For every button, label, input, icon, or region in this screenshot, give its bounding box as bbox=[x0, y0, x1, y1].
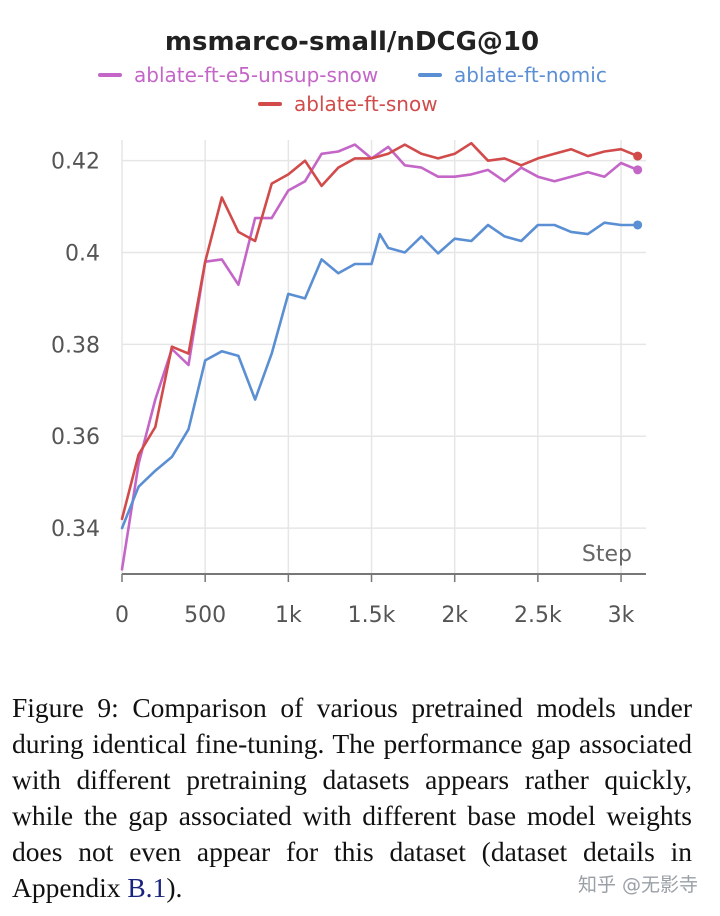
series-end-marker-ablate-ft-snow bbox=[633, 151, 643, 161]
legend: ablate-ft-e5-unsup-snow ablate-ft-nomic ab… bbox=[98, 63, 607, 116]
y-tick-label: 0.34 bbox=[51, 517, 100, 542]
series-end-marker-ablate-ft-nomic bbox=[633, 220, 643, 230]
x-tick-label: 1.5k bbox=[348, 603, 396, 628]
x-tick-label: 1k bbox=[275, 603, 302, 628]
chart-title: msmarco-small/nDCG@10 bbox=[165, 27, 539, 57]
legend-label-ablate-ft-e5-unsup-snow: ablate-ft-e5-unsup-snow bbox=[134, 63, 378, 87]
appendix-link[interactable]: B.1 bbox=[127, 872, 167, 903]
axes: 0.34 0.36 0.38 0.4 0.42 0 500 1k 1.5k 2k 2.5k 3k bbox=[51, 150, 646, 628]
legend-label-ablate-ft-snow: ablate-ft-snow bbox=[294, 92, 438, 116]
grid-lines bbox=[121, 140, 646, 574]
legend-label-ablate-ft-nomic: ablate-ft-nomic bbox=[454, 63, 607, 87]
y-tick-label: 0.4 bbox=[65, 242, 100, 267]
series-lines bbox=[120, 141, 643, 571]
y-tick-label: 0.36 bbox=[51, 425, 100, 450]
caption-text: Figure 9: Comparison of various pretrain… bbox=[12, 692, 692, 903]
x-tick-label: 2k bbox=[441, 603, 468, 628]
x-tick-label: 2.5k bbox=[514, 603, 562, 628]
line-chart: msmarco-small/nDCG@10 ablate-ft-e5-unsup… bbox=[51, 27, 646, 628]
y-tick-label: 0.38 bbox=[51, 333, 100, 358]
series-end-marker-ablate-ft-e5-unsup-snow bbox=[633, 165, 643, 175]
x-tick-label: 500 bbox=[184, 603, 226, 628]
x-axis-label: Step bbox=[582, 542, 632, 567]
x-tick-label: 3k bbox=[608, 603, 635, 628]
figure-caption: Figure 9: Comparison of various pretrain… bbox=[12, 690, 692, 906]
series-line-ablate-ft-snow bbox=[120, 141, 640, 521]
y-tick-label: 0.42 bbox=[51, 150, 100, 175]
watermark: 知乎 @无影寺 bbox=[577, 874, 698, 896]
caption-tail: ). bbox=[166, 872, 183, 903]
series-line-ablate-ft-e5-unsup-snow bbox=[120, 143, 640, 571]
x-tick-label: 0 bbox=[115, 603, 129, 628]
series-line-ablate-ft-nomic bbox=[120, 221, 640, 530]
